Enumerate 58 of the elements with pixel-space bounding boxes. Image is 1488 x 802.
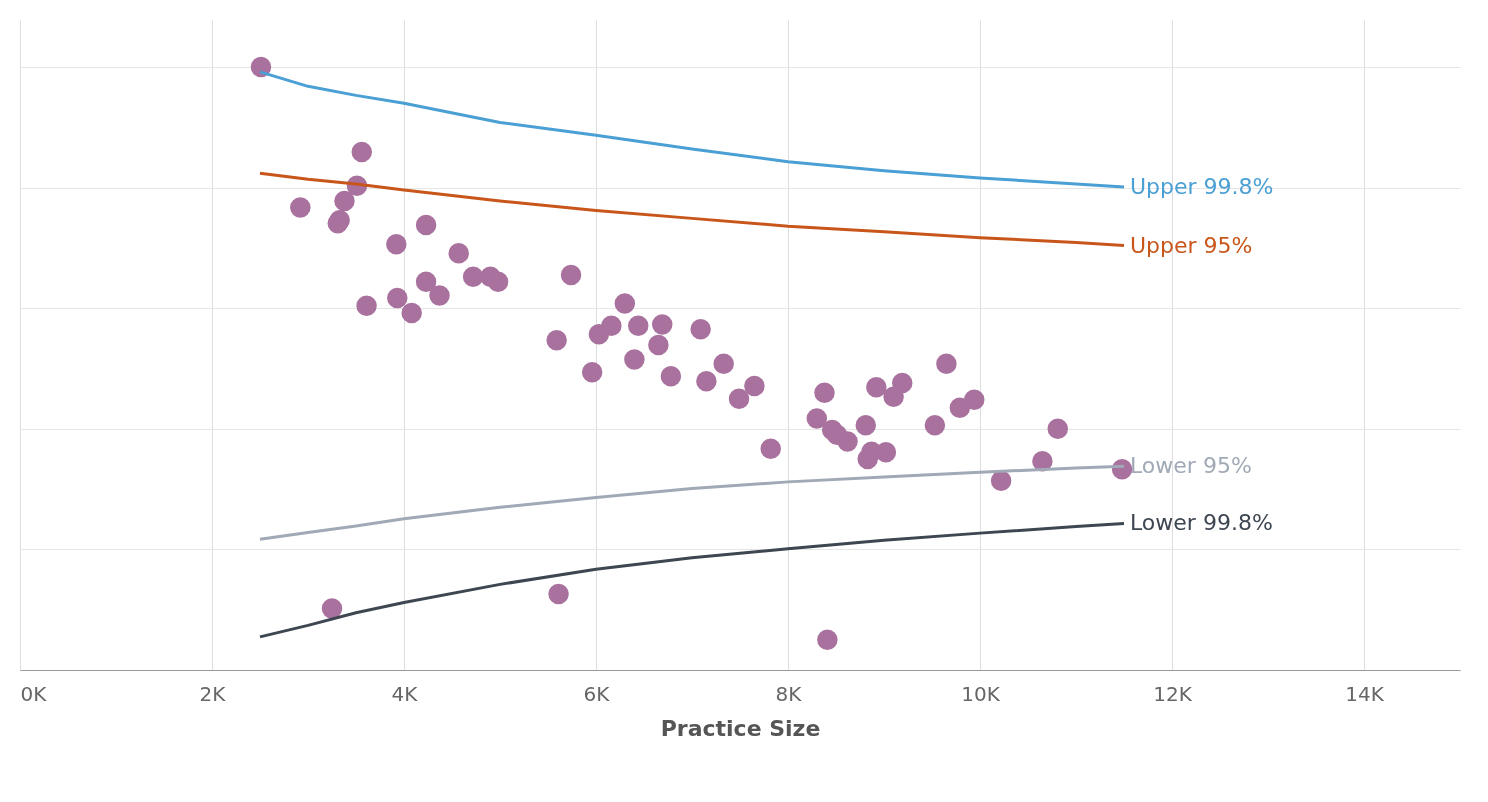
point <box>728 388 750 409</box>
point <box>713 353 734 374</box>
point <box>855 414 877 436</box>
x-tick-label: 0K <box>20 681 48 706</box>
point <box>936 353 957 374</box>
point <box>401 302 422 324</box>
point <box>648 334 669 356</box>
point <box>760 438 781 459</box>
series-label: Lower 99.8% <box>1130 510 1273 536</box>
x-axis-title: Practice Size <box>660 715 821 741</box>
series-label: Upper 95% <box>1130 232 1253 258</box>
series-label: Lower 95% <box>1130 453 1252 479</box>
point <box>334 190 355 212</box>
x-tick-label: 12K <box>1153 681 1193 706</box>
point <box>429 285 450 306</box>
point <box>290 197 311 218</box>
point <box>696 370 717 392</box>
point <box>866 376 887 398</box>
point <box>546 329 567 351</box>
point <box>924 414 946 436</box>
point <box>817 629 838 651</box>
point <box>351 141 373 163</box>
point <box>386 234 407 255</box>
point <box>624 349 645 370</box>
point <box>387 287 408 309</box>
point <box>627 315 649 336</box>
point <box>651 314 673 335</box>
point <box>250 56 272 78</box>
point <box>548 583 569 605</box>
x-tick-label: 8K <box>775 681 803 706</box>
x-tick-label: 14K <box>1345 681 1385 706</box>
point <box>660 366 682 387</box>
x-tick-label: 10K <box>961 681 1001 706</box>
point <box>588 323 610 345</box>
point <box>744 375 765 397</box>
point <box>462 266 484 288</box>
point <box>814 382 835 403</box>
point <box>990 470 1012 491</box>
series-label: Upper 99.8% <box>1130 174 1274 200</box>
point <box>581 361 603 383</box>
x-tick-label: 6K <box>583 681 611 706</box>
point <box>883 386 904 408</box>
point <box>614 293 636 314</box>
x-tick-label: 4K <box>391 681 419 706</box>
point <box>861 441 882 462</box>
point <box>487 271 509 292</box>
point <box>690 319 711 340</box>
point <box>415 214 437 236</box>
x-tick-label: 2K <box>199 681 227 706</box>
point <box>448 243 469 264</box>
point <box>415 271 437 292</box>
point <box>963 389 985 411</box>
point <box>321 598 343 619</box>
point <box>1047 418 1069 440</box>
point <box>826 424 848 446</box>
point <box>356 295 377 317</box>
point <box>560 264 582 286</box>
point <box>806 408 828 429</box>
